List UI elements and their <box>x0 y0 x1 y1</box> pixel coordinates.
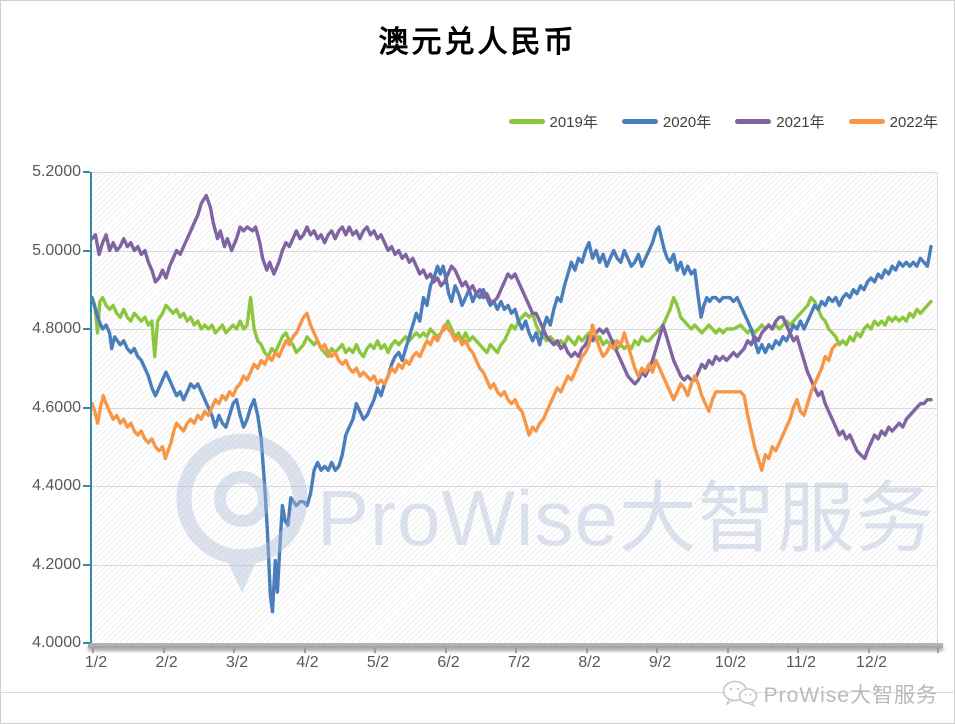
x-tick-label: 3/2 <box>225 654 249 671</box>
y-tick-label: 5.2000 <box>32 163 81 180</box>
legend-swatch <box>621 119 658 124</box>
series-line-2020年 <box>92 225 933 614</box>
y-tick-mark <box>83 563 90 566</box>
x-axis-line <box>88 643 943 648</box>
y-tick-mark <box>83 406 90 409</box>
legend-label: 2021年 <box>776 114 825 131</box>
x-tick-mark <box>656 648 658 653</box>
series-lines <box>92 193 933 614</box>
legend-label: 2020年 <box>662 114 712 131</box>
legend-item-2020年: 2020年 <box>621 111 712 132</box>
plot-area: ProWise大智服务 <box>92 172 938 643</box>
footer-divider <box>1 692 954 693</box>
series-line-2022年 <box>92 311 838 472</box>
legend-swatch <box>848 119 885 124</box>
y-tick-mark <box>83 171 90 173</box>
x-tick-mark <box>162 648 165 653</box>
x-tick-mark <box>374 648 376 653</box>
gridline <box>92 250 937 252</box>
x-tick-label: 6/2 <box>437 654 460 671</box>
y-tick-label: 4.6000 <box>32 398 81 416</box>
x-tick-mark <box>867 648 870 653</box>
x-tick-label: 8/2 <box>578 654 601 671</box>
x-tick-label: 1/2 <box>84 654 108 671</box>
y-tick-mark <box>83 642 90 644</box>
gridline <box>92 564 937 566</box>
legend-swatch <box>508 119 545 124</box>
series-line-2019年 <box>92 295 933 359</box>
gridline <box>92 172 937 173</box>
y-axis-line <box>90 172 92 646</box>
gridline <box>92 486 937 487</box>
x-tick-mark <box>444 648 447 653</box>
x-tick-label: 7/2 <box>507 654 531 671</box>
x-tick-mark <box>937 648 939 653</box>
legend-label: 2019年 <box>549 114 598 131</box>
y-tick-label: 5.0000 <box>32 241 81 259</box>
chart-title: 澳元兑人民币 <box>378 26 577 59</box>
legend-item-2022年: 2022年 <box>848 111 938 132</box>
series-line-2021年 <box>92 193 933 461</box>
x-tick-mark <box>585 648 588 653</box>
y-tick-mark <box>83 328 90 330</box>
x-tick-label: 11/2 <box>786 654 816 671</box>
y-tick-label: 4.2000 <box>32 555 81 573</box>
gridline <box>92 407 937 409</box>
legend-item-2019年: 2019年 <box>508 111 598 132</box>
x-tick-label: 4/2 <box>296 654 319 671</box>
legend-label: 2022年 <box>889 114 938 131</box>
x-tick-mark <box>92 648 94 653</box>
x-tick-label: 2/2 <box>155 654 178 671</box>
x-tick-mark <box>797 648 799 653</box>
legend-swatch <box>735 119 772 124</box>
footer-brand-text: ProWise大智服务 <box>763 684 938 707</box>
legend-item-2021年: 2021年 <box>735 111 825 132</box>
x-tick-mark <box>726 648 729 653</box>
y-tick-label: 4.8000 <box>32 320 81 337</box>
wechat-icon <box>722 680 757 708</box>
y-tick-mark <box>83 249 90 252</box>
y-tick-label: 4.0000 <box>32 634 81 651</box>
legend: 2019年 2020年 2021年 2022年 <box>485 111 938 132</box>
x-tick-label: 9/2 <box>648 654 672 671</box>
footer-brand: ProWise大智服务 <box>722 679 938 709</box>
x-tick-label: 5/2 <box>366 654 390 671</box>
x-tick-label: 10/2 <box>714 654 747 671</box>
x-tick-mark <box>303 648 306 653</box>
x-tick-mark <box>515 648 517 653</box>
x-tick-label: 12/2 <box>855 654 888 671</box>
x-tick-mark <box>233 648 235 653</box>
y-tick-label: 4.4000 <box>32 477 81 494</box>
y-tick-mark <box>83 485 90 487</box>
